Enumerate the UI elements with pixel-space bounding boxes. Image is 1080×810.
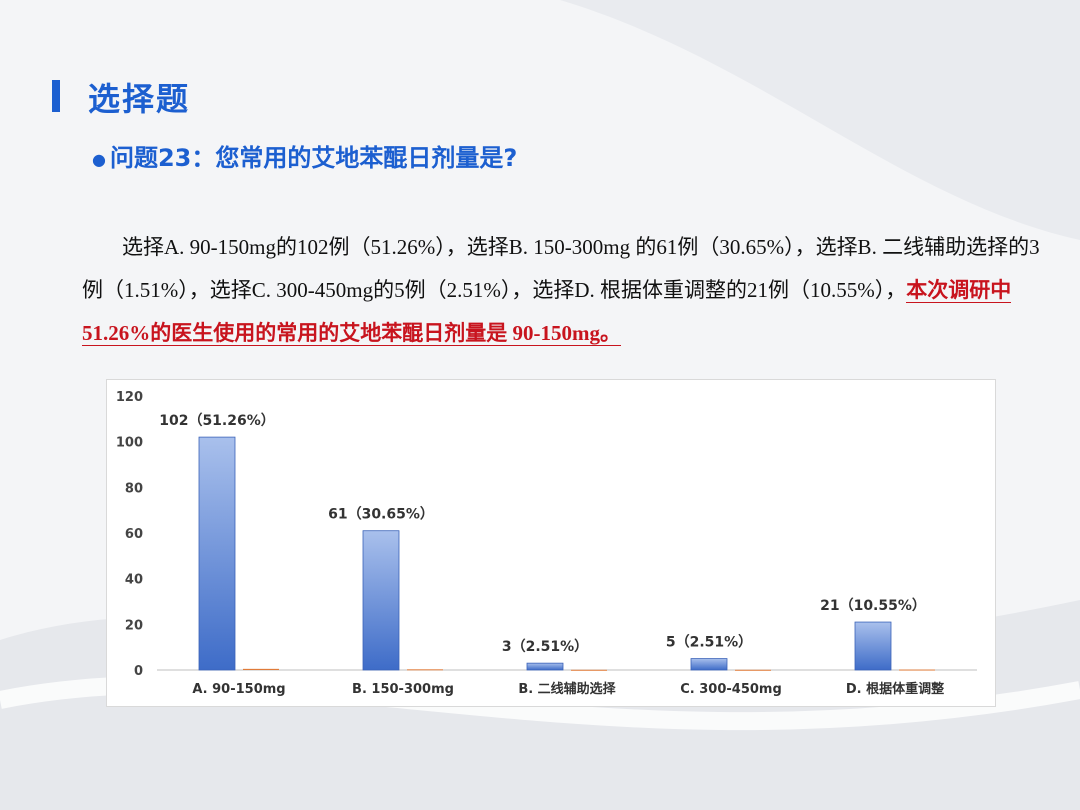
- slide-title: 选择题: [88, 80, 191, 118]
- bar-series-1: [198, 436, 236, 671]
- y-tick-label: 40: [125, 573, 143, 588]
- y-tick-label: 60: [125, 527, 143, 542]
- data-label: 21（10.55%）: [820, 598, 926, 614]
- bar-series-1: [854, 621, 892, 671]
- bar-chart: 0 20 40 60 80 100 120 102（51.26%） A. 90-150mg 61（…: [116, 390, 977, 697]
- bar-series-2: [243, 668, 279, 670]
- bar-series-1: [362, 530, 400, 671]
- summary-text: 选择A. 90-150mg的102例（51.26%），选择B. 150-300m…: [82, 235, 1040, 302]
- bar-series-2: [571, 669, 607, 671]
- data-label: 102（51.26%）: [159, 413, 275, 429]
- bar-series-2: [407, 669, 443, 671]
- data-label: 5（2.51%）: [666, 635, 752, 651]
- summary-highlight: 本次调研中51.26%的医生使用的常用的艾地苯醌日剂量是 90-150mg。: [82, 278, 1012, 346]
- data-label: 3（2.51%）: [502, 639, 588, 655]
- summary-paragraph: 选择A. 90-150mg的102例（51.26%），选择B. 150-300m…: [82, 226, 1042, 355]
- bar-series-1: [690, 658, 728, 671]
- x-tick-label: B. 二线辅助选择: [518, 681, 616, 697]
- chart-panel: 0 20 40 60 80 100 120 102（51.26%） A. 90-150mg 61（…: [106, 379, 996, 707]
- title-accent-bar: [52, 80, 60, 112]
- data-label: 61（30.65%）: [328, 507, 434, 523]
- x-tick-label: D. 根据体重调整: [846, 681, 945, 697]
- y-tick-label: 20: [125, 618, 143, 633]
- y-tick-label: 100: [116, 436, 143, 451]
- question-text: 问题23：您常用的艾地苯醌日剂量是?: [109, 144, 518, 172]
- bar-series-1: [526, 662, 564, 671]
- y-tick-label: 120: [116, 390, 143, 405]
- question-heading: ● 问题23：您常用的艾地苯醌日剂量是?: [92, 138, 517, 173]
- bar-series-2: [735, 669, 771, 671]
- bar-series-2: [899, 669, 935, 671]
- x-tick-label: C. 300-450mg: [680, 682, 782, 697]
- y-tick-label: 0: [134, 664, 143, 679]
- y-tick-label: 80: [125, 481, 143, 496]
- bullet-icon: ●: [92, 149, 106, 169]
- x-tick-label: B. 150-300mg: [352, 682, 454, 697]
- x-tick-label: A. 90-150mg: [192, 682, 285, 697]
